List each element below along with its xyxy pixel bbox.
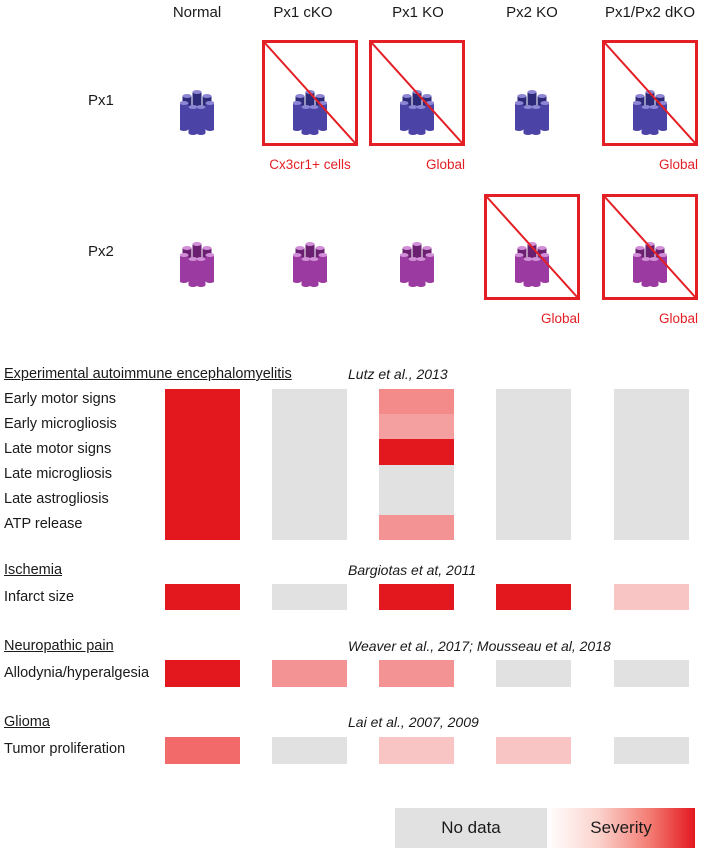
row-label-px1: Px1 [88, 92, 114, 109]
pain-severity-cell [379, 660, 454, 687]
section-title-ischemia: Ischemia [4, 562, 63, 578]
eae-severity-cell [614, 439, 689, 465]
citation-neuropathic-pain: Weaver et al., 2017; Mousseau et al, 201… [348, 638, 611, 654]
eae-severity-cell [165, 389, 240, 415]
px1-channel-icon [179, 86, 215, 138]
pain-severity-cell [165, 660, 240, 687]
px1-knockout-label: Cx3cr1+ cells [269, 157, 351, 172]
glioma-severity-cell [165, 737, 240, 764]
px2-knockout-label: Global [540, 311, 580, 326]
px1-channel-icon [399, 86, 435, 138]
ischemia-severity-cell [379, 584, 454, 610]
eae-severity-cell [496, 489, 571, 516]
eae-severity-cell [165, 439, 240, 465]
eae-severity-cell [272, 464, 347, 490]
eae-severity-cell [379, 464, 454, 490]
px1-knockout-box [369, 40, 465, 146]
eae-severity-cell [614, 515, 689, 541]
eae-severity-cell [496, 414, 571, 440]
eae-severity-cell [272, 389, 347, 415]
px1-channel-icon [514, 86, 550, 138]
legend-no-data-label: No data [441, 818, 501, 837]
px2-knockout-box [602, 194, 698, 300]
column-header-px1-cko: Px1 cKO [273, 4, 333, 21]
px1-knockout-label: Global [658, 157, 698, 172]
eae-severity-cell [614, 389, 689, 415]
eae-severity-cell [165, 464, 240, 490]
row-label-infarct-size: Infarct size [4, 589, 75, 605]
section-title-glioma: Glioma [4, 714, 50, 730]
eae-severity-cell [379, 439, 454, 465]
pain-severity-cell [614, 660, 689, 687]
eae-severity-cell [165, 515, 240, 541]
eae-severity-cell [496, 515, 571, 541]
column-header-px2-ko: Px2 KO [506, 4, 558, 21]
citation-eae: Lutz et al., 2013 [348, 366, 448, 382]
row-label-atp-release: ATP release [4, 516, 83, 532]
px1-knockout-box [262, 40, 358, 146]
px1-knockout-label: Global [425, 157, 465, 172]
eae-severity-cell [272, 489, 347, 516]
citation-glioma: Lai et al., 2007, 2009 [348, 714, 479, 730]
citation-ischemia: Bargiotas et at, 2011 [348, 562, 477, 578]
eae-severity-cell [379, 389, 454, 415]
eae-severity-cell [496, 389, 571, 415]
px2-channel-icon [399, 238, 435, 290]
eae-severity-cell [379, 489, 454, 516]
glioma-severity-cell [379, 737, 454, 764]
px1-knockout-box [602, 40, 698, 146]
px2-knockout-box [484, 194, 580, 300]
px1-channel-icon [292, 86, 328, 138]
legend-severity-gradient: Severity [547, 808, 695, 848]
eae-severity-cell [379, 515, 454, 541]
row-label-late-astrogliosis: Late astrogliosis [4, 491, 109, 507]
px2-channel-icon [292, 238, 328, 290]
pain-severity-cell [496, 660, 571, 687]
row-label-px2: Px2 [88, 243, 114, 260]
row-label-early-microgliosis: Early microgliosis [4, 416, 117, 432]
column-header-normal: Normal [172, 4, 222, 21]
eae-severity-cell [614, 489, 689, 516]
px1-channel-icon [632, 86, 668, 138]
column-header-px1-px2-dko: Px1/Px2 dKO [604, 4, 696, 21]
ischemia-severity-cell [272, 584, 347, 610]
ischemia-severity-cell [165, 584, 240, 610]
glioma-severity-cell [496, 737, 571, 764]
ischemia-severity-cell [614, 584, 689, 610]
pain-severity-cell [272, 660, 347, 687]
row-label-late-motor-signs: Late motor signs [4, 441, 112, 457]
eae-severity-cell [165, 489, 240, 516]
row-label-allodynia-hyperalgesia: Allodynia/hyperalgesia [4, 665, 150, 681]
column-header-px1-ko: Px1 KO [392, 4, 444, 21]
px2-channel-icon [179, 238, 215, 290]
row-label-tumor-proliferation: Tumor proliferation [4, 741, 126, 757]
eae-severity-cell [496, 439, 571, 465]
row-label-late-microgliosis: Late microgliosis [4, 466, 112, 482]
px2-channel-icon [514, 238, 550, 290]
legend-severity-label: Severity [590, 818, 652, 837]
glioma-severity-cell [614, 737, 689, 764]
eae-severity-cell [496, 464, 571, 490]
legend-no-data: No data [395, 808, 547, 848]
px2-knockout-label: Global [658, 311, 698, 326]
eae-severity-cell [272, 439, 347, 465]
eae-severity-cell [272, 414, 347, 440]
eae-severity-cell [614, 414, 689, 440]
eae-severity-cell [379, 414, 454, 440]
glioma-severity-cell [272, 737, 347, 764]
section-title-neuropathic-pain: Neuropathic pain [4, 638, 114, 654]
row-label-early-motor-signs: Early motor signs [4, 391, 117, 407]
ischemia-severity-cell [496, 584, 571, 610]
px2-channel-icon [632, 238, 668, 290]
eae-severity-cell [272, 515, 347, 541]
section-title-eae: Experimental autoimmune encephalomyeliti… [4, 366, 292, 382]
eae-severity-cell [614, 464, 689, 490]
eae-severity-cell [165, 414, 240, 440]
